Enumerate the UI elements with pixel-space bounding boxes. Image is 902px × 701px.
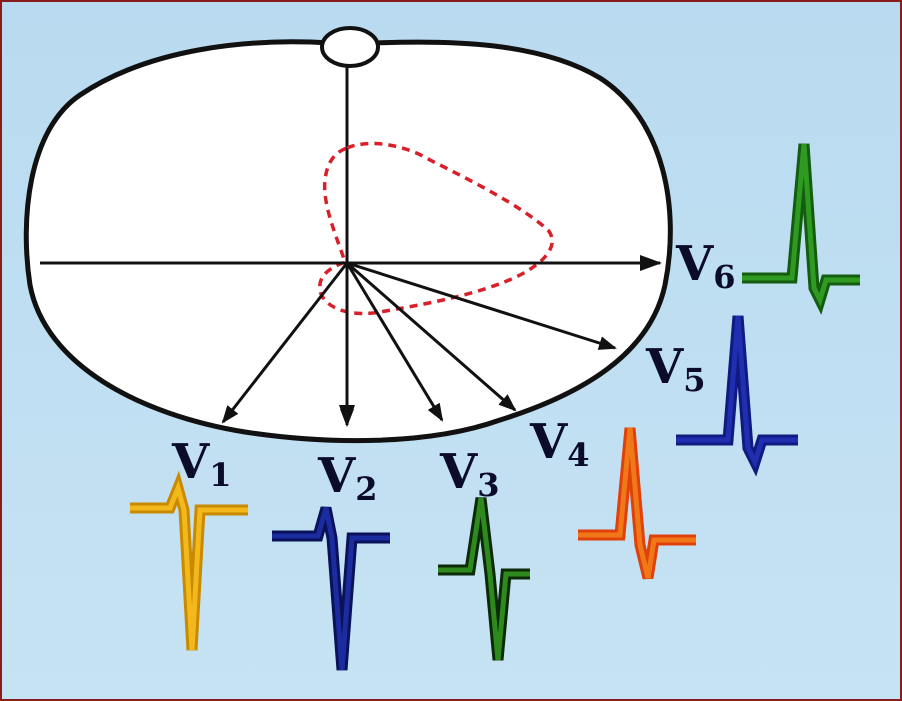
- spine-vertebra: [320, 26, 380, 68]
- lead-vector-v5: [346, 261, 617, 350]
- lead-label-v6: V6: [675, 236, 736, 296]
- lead-vector-v3: [345, 262, 444, 422]
- heart-outline: [318, 141, 554, 316]
- ecg-waveform-v2-highlight: [272, 507, 390, 671]
- ecg-waveform-v4-highlight: [578, 427, 696, 579]
- lead-label-v4: V4: [529, 414, 590, 474]
- lead-label-v2: V2: [317, 448, 378, 508]
- lead-vector-v4: [346, 261, 517, 412]
- ecg-waveform-v5-highlight: [676, 315, 798, 469]
- lead-label-v5: V5: [645, 339, 706, 399]
- ecg-waveform-v1-highlight: [130, 480, 248, 651]
- lead-label-v3: V3: [439, 444, 500, 504]
- ecg-waveform-v3-highlight: [438, 497, 530, 661]
- lead-vector-v1: [221, 262, 349, 424]
- ecg-waveform-v6-highlight: [742, 143, 860, 307]
